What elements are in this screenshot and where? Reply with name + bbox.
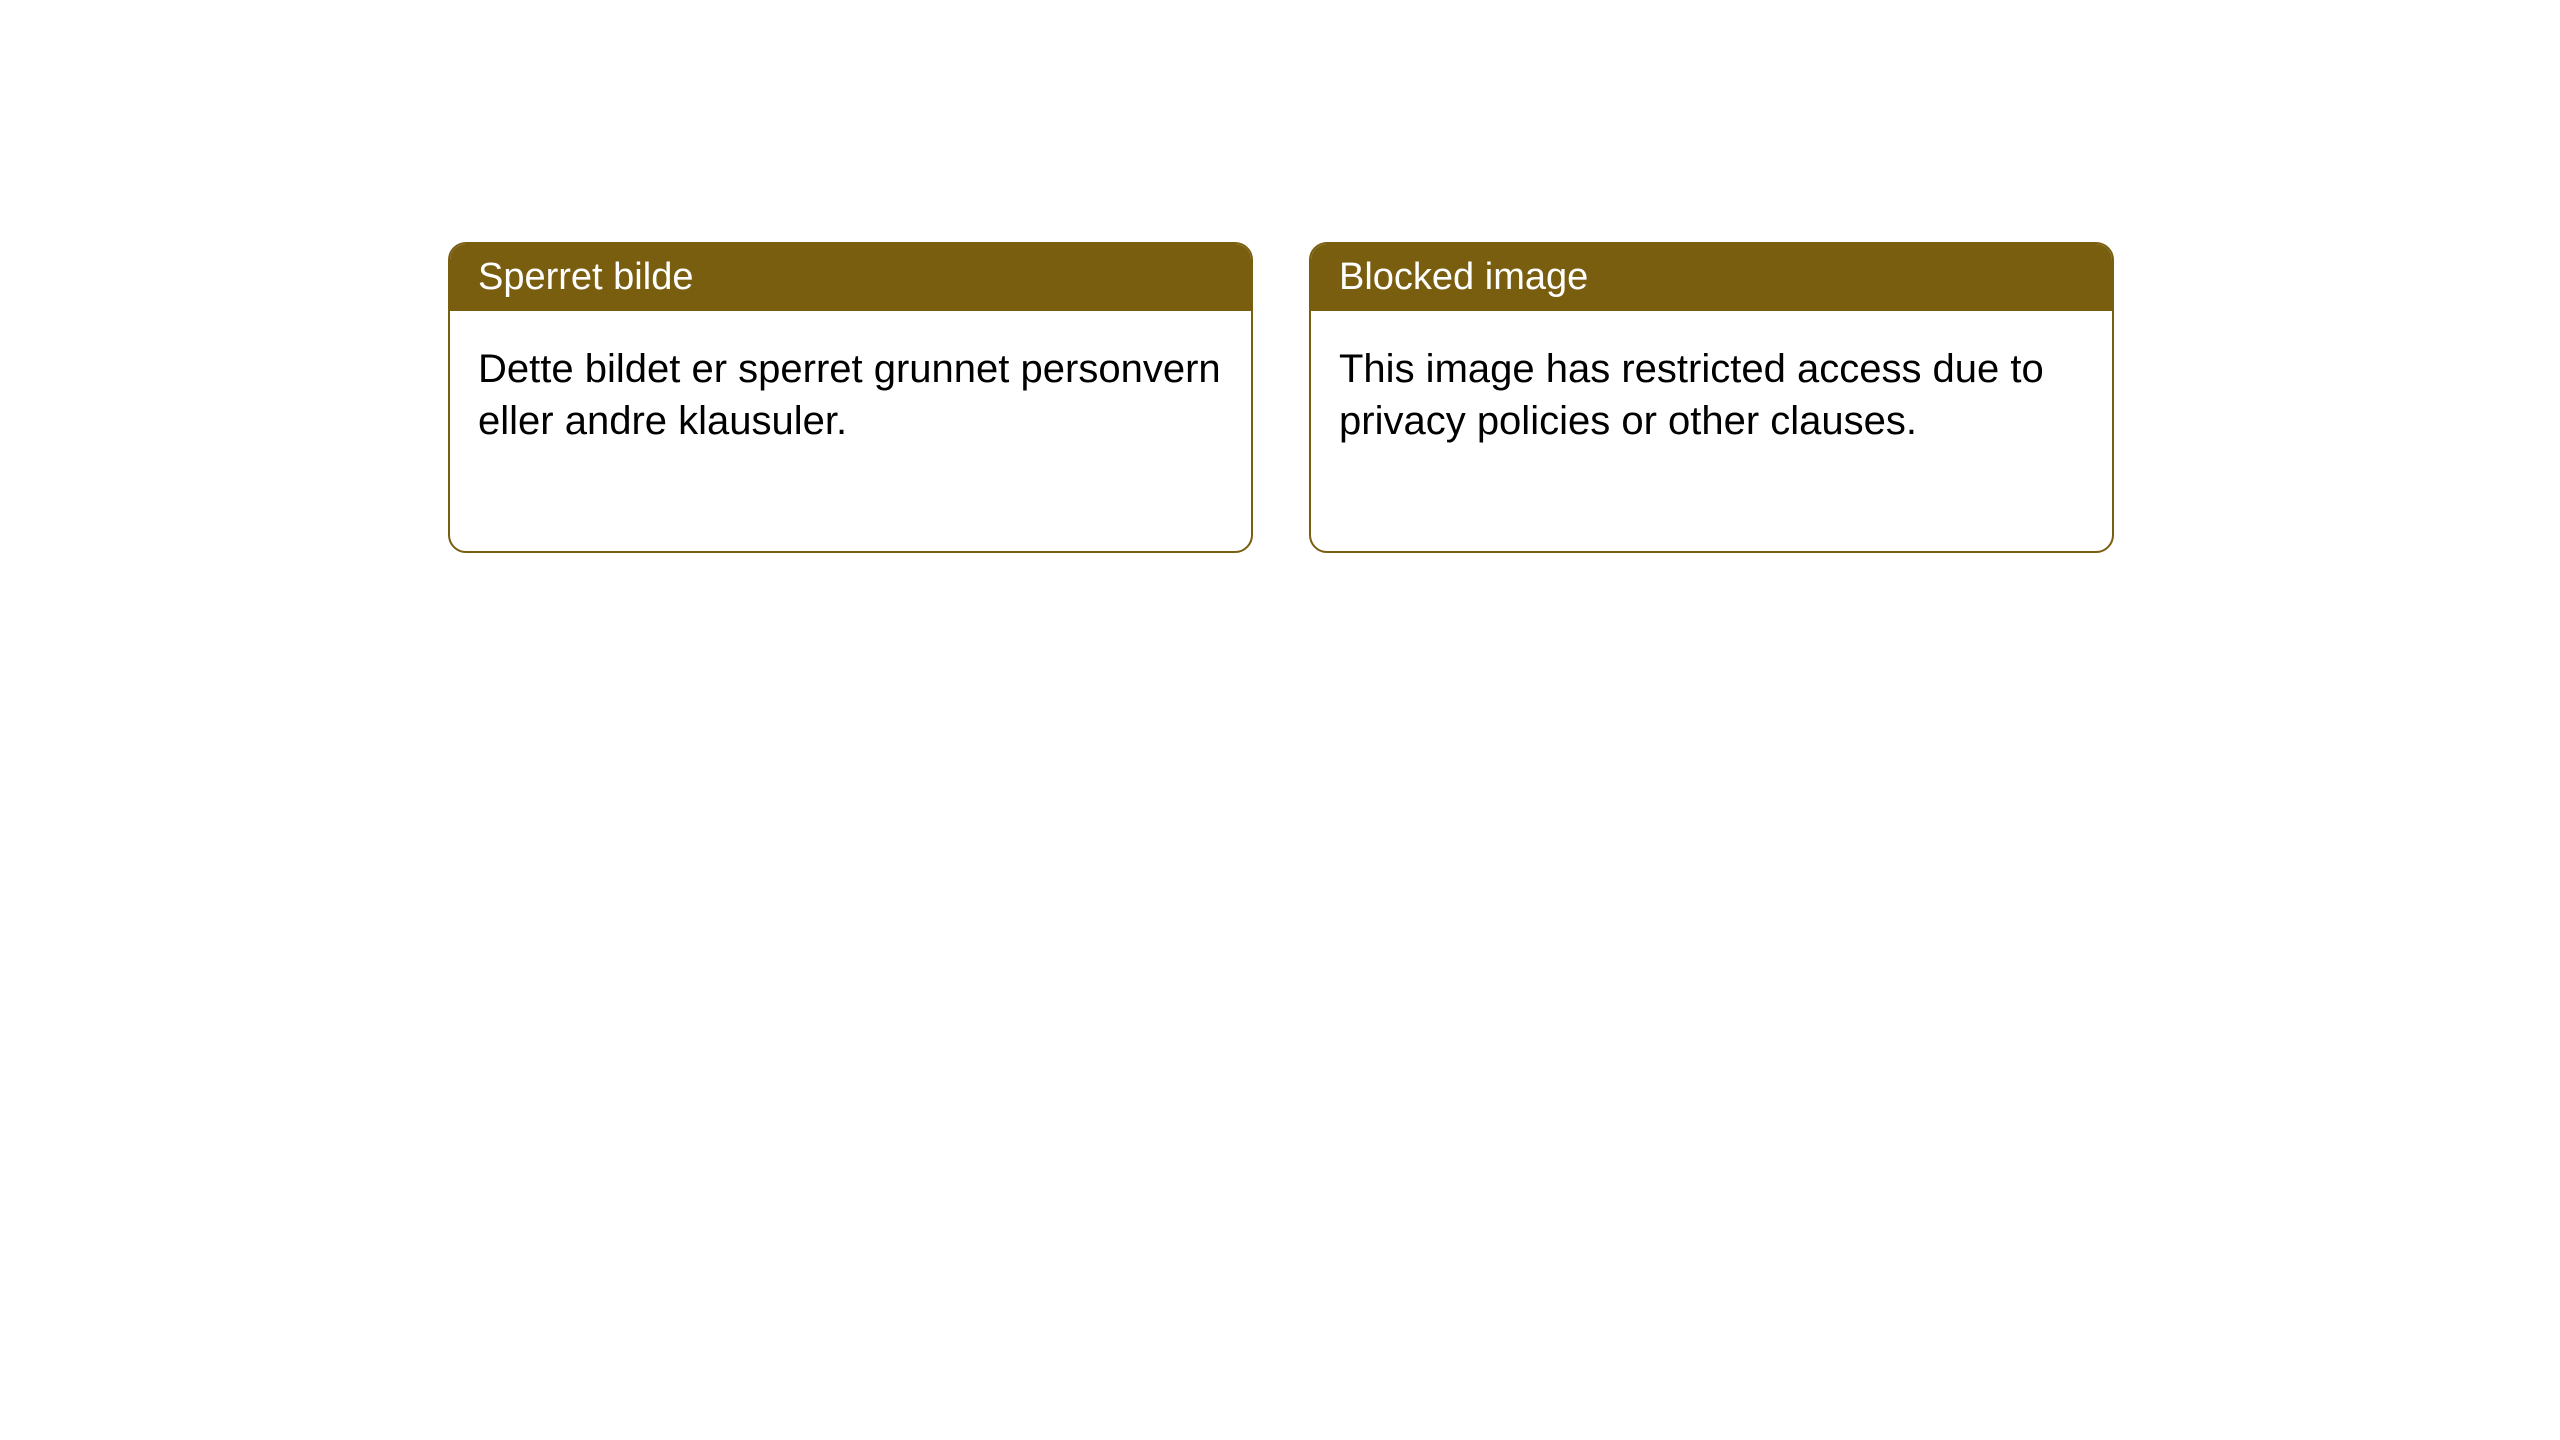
notice-body-english: This image has restricted access due to … <box>1311 311 2112 551</box>
notice-card-norwegian: Sperret bilde Dette bildet er sperret gr… <box>448 242 1253 553</box>
notice-title: Sperret bilde <box>478 256 693 298</box>
notice-card-english: Blocked image This image has restricted … <box>1309 242 2114 553</box>
notice-title: Blocked image <box>1339 256 1588 298</box>
notice-header-english: Blocked image <box>1311 244 2112 311</box>
notice-text: This image has restricted access due to … <box>1339 347 2044 443</box>
notice-text: Dette bildet er sperret grunnet personve… <box>478 347 1221 443</box>
notice-header-norwegian: Sperret bilde <box>450 244 1251 311</box>
notice-body-norwegian: Dette bildet er sperret grunnet personve… <box>450 311 1251 551</box>
notice-container: Sperret bilde Dette bildet er sperret gr… <box>448 242 2114 553</box>
